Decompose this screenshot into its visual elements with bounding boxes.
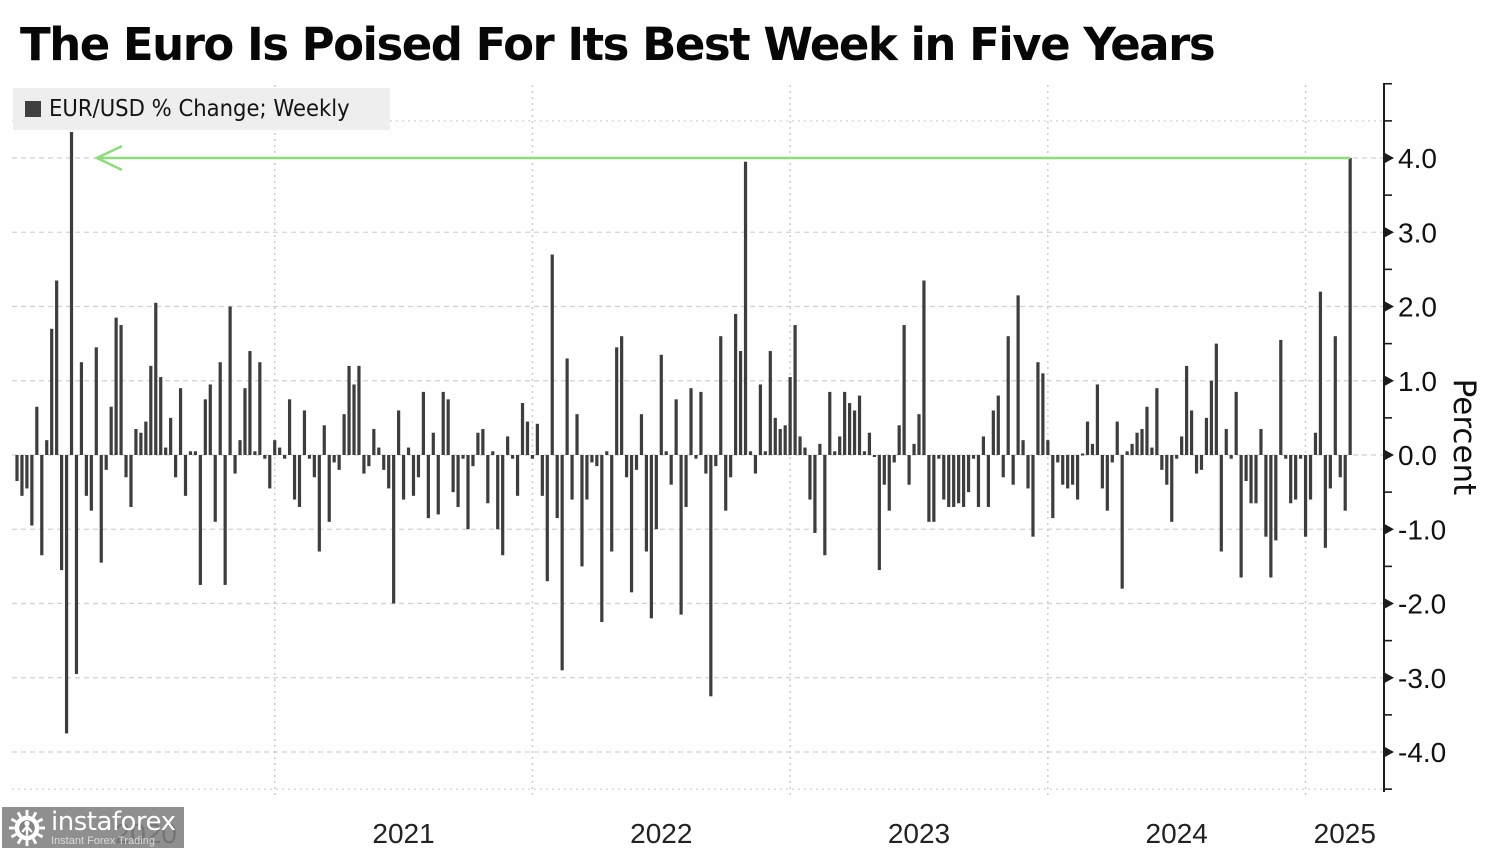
svg-text:2021: 2021 <box>372 818 434 849</box>
watermark: instaforex Instant Forex Trading <box>2 807 184 848</box>
svg-text:2024: 2024 <box>1146 818 1208 849</box>
instaforex-gear-icon <box>8 809 46 846</box>
bar-series <box>15 132 1352 734</box>
watermark-brand: instaforex <box>51 806 176 837</box>
svg-text:2025: 2025 <box>1314 818 1376 849</box>
svg-text:-2.0: -2.0 <box>1398 589 1446 620</box>
svg-text:2022: 2022 <box>630 818 692 849</box>
gridlines <box>12 85 1384 796</box>
svg-text:2.0: 2.0 <box>1398 292 1437 323</box>
watermark-tagline: Instant Forex Trading <box>51 834 155 847</box>
y-axis-title: Percent <box>1446 378 1482 496</box>
svg-text:4.0: 4.0 <box>1398 143 1437 174</box>
svg-text:-3.0: -3.0 <box>1398 663 1446 694</box>
svg-text:-4.0: -4.0 <box>1398 737 1446 768</box>
x-axis-year-labels: 202020212022202320242025 <box>115 818 1376 849</box>
legend: EUR/USD % Change; Weekly <box>13 88 390 130</box>
svg-text:2023: 2023 <box>888 818 950 849</box>
best-week-arrow-icon <box>93 145 1351 171</box>
y-axis: 4.0 3.0 2.0 1.0 0.0 -1.0 -2.0 -3.0 -4.0 <box>1383 82 1446 792</box>
legend-swatch-icon <box>25 101 41 117</box>
svg-text:0.0: 0.0 <box>1398 440 1437 471</box>
chart-title: The Euro Is Poised For Its Best Week in … <box>20 18 1216 71</box>
svg-text:-1.0: -1.0 <box>1398 514 1446 545</box>
legend-label: EUR/USD % Change; Weekly <box>49 96 350 122</box>
svg-text:3.0: 3.0 <box>1398 217 1437 248</box>
svg-text:1.0: 1.0 <box>1398 366 1437 397</box>
